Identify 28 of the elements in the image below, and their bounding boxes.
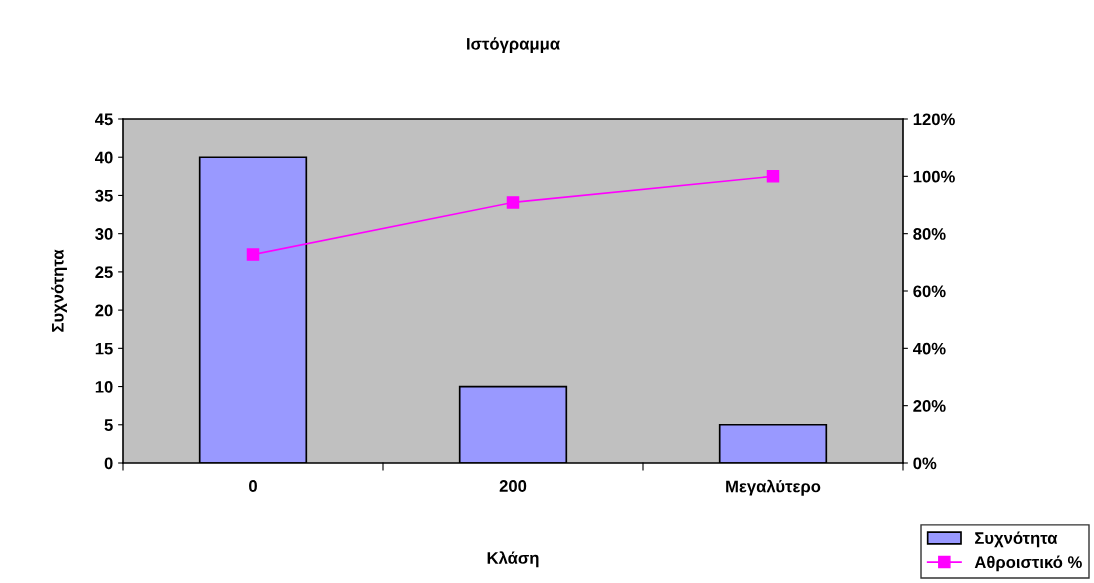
chart-title: Ιστόγραμμα [467, 37, 560, 54]
y-axis-title: Συχνότητα [51, 249, 67, 332]
y-tick-label: 35 [95, 189, 113, 202]
point [246, 248, 260, 261]
legend-label: Αθροιστικό % [974, 555, 1082, 572]
y-tick-label: 30 [95, 228, 113, 240]
y-tick-label: 15 [95, 342, 113, 355]
y2-tick-label: 100% [913, 170, 955, 183]
x-tick-label: 0 [249, 480, 257, 492]
x-tick-label: Μεγαλύτερο [726, 479, 821, 496]
x-tick-label: 200 [499, 480, 527, 492]
y2-tick-label: 60% [913, 285, 946, 298]
y2-tick-label: 80% [913, 228, 946, 240]
y-tick-label: 45 [94, 113, 113, 126]
legend-label: Συχνότητα [975, 531, 1058, 548]
y-tick-label: 40 [94, 151, 113, 164]
point [506, 196, 520, 209]
y-tick-label: 10 [95, 380, 113, 393]
y2-tick-label: 0% [913, 457, 937, 470]
y-tick-label: 0 [104, 457, 113, 470]
y2-tick-label: 120% [913, 113, 955, 126]
x-axis-title: Κλάση [487, 551, 539, 568]
point [766, 170, 780, 183]
y2-tick-label: 40% [912, 342, 946, 355]
y2-tick-label: 20% [913, 400, 946, 412]
y-tick-label: 5 [104, 419, 113, 431]
y-tick-label: 20 [95, 304, 113, 317]
y-tick-label: 25 [95, 266, 113, 279]
